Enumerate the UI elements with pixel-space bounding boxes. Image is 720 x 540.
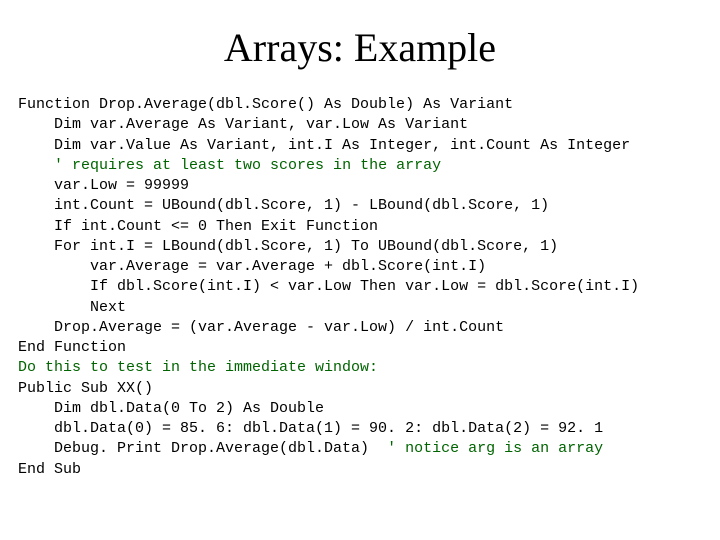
code-line: Dim var.Average As Variant, var.Low As V… <box>18 116 468 133</box>
code-line: var.Average = var.Average + dbl.Score(in… <box>18 258 486 275</box>
code-line: var.Low = 99999 <box>18 177 189 194</box>
code-line <box>18 157 54 174</box>
slide: Arrays: Example Function Drop.Average(db… <box>0 0 720 540</box>
code-line: Function Drop.Average(dbl.Score() As Dou… <box>18 96 513 113</box>
code-line: For int.I = LBound(dbl.Score, 1) To UBou… <box>18 238 558 255</box>
code-block: Function Drop.Average(dbl.Score() As Dou… <box>18 95 702 480</box>
code-comment: ' notice arg is an array <box>387 440 603 457</box>
code-line: Next <box>18 299 126 316</box>
code-line: If int.Count <= 0 Then Exit Function <box>18 218 378 235</box>
code-line: Dim var.Value As Variant, int.I As Integ… <box>18 137 630 154</box>
code-line: Public Sub XX() <box>18 380 153 397</box>
code-line: Dim dbl.Data(0 To 2) As Double <box>18 400 324 417</box>
slide-title: Arrays: Example <box>18 24 702 71</box>
code-comment: Do this to test in the immediate window: <box>18 359 378 376</box>
code-line: dbl.Data(0) = 85. 6: dbl.Data(1) = 90. 2… <box>18 420 603 437</box>
code-line: If dbl.Score(int.I) < var.Low Then var.L… <box>18 278 639 295</box>
code-line: int.Count = UBound(dbl.Score, 1) - LBoun… <box>18 197 549 214</box>
code-comment: ' requires at least two scores in the ar… <box>54 157 441 174</box>
code-line: End Sub <box>18 461 81 478</box>
code-line: End Function <box>18 339 126 356</box>
code-line: Debug. Print Drop.Average(dbl.Data) <box>18 440 387 457</box>
code-line: Drop.Average = (var.Average - var.Low) /… <box>18 319 504 336</box>
